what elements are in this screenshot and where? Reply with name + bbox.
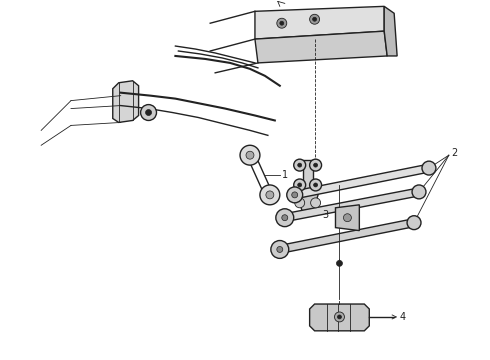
Text: 4: 4: [399, 312, 405, 322]
Circle shape: [146, 109, 151, 116]
Polygon shape: [310, 304, 369, 331]
Circle shape: [294, 198, 305, 208]
Polygon shape: [113, 81, 139, 122]
Circle shape: [246, 151, 254, 159]
Circle shape: [294, 179, 306, 191]
Circle shape: [422, 161, 436, 175]
Circle shape: [277, 247, 283, 252]
Text: 2: 2: [451, 148, 457, 158]
Circle shape: [260, 185, 280, 205]
Circle shape: [141, 105, 156, 121]
Circle shape: [314, 163, 318, 167]
Circle shape: [343, 214, 351, 222]
Polygon shape: [284, 188, 420, 222]
Circle shape: [313, 17, 317, 21]
Circle shape: [310, 179, 321, 191]
Circle shape: [277, 18, 287, 28]
Circle shape: [314, 183, 318, 187]
Circle shape: [292, 192, 298, 198]
Circle shape: [287, 187, 303, 203]
Polygon shape: [336, 205, 359, 231]
Polygon shape: [255, 31, 387, 63]
Circle shape: [407, 216, 421, 230]
Circle shape: [280, 21, 284, 25]
Circle shape: [298, 163, 302, 167]
Circle shape: [294, 159, 306, 171]
Circle shape: [266, 191, 274, 199]
Circle shape: [311, 198, 320, 208]
Circle shape: [310, 159, 321, 171]
Polygon shape: [303, 160, 313, 200]
Circle shape: [271, 240, 289, 258]
Text: 1: 1: [282, 170, 288, 180]
Polygon shape: [384, 6, 397, 56]
Circle shape: [282, 215, 288, 221]
Circle shape: [335, 312, 344, 322]
Circle shape: [276, 209, 294, 227]
Circle shape: [412, 185, 426, 199]
Circle shape: [240, 145, 260, 165]
Polygon shape: [255, 6, 384, 39]
Circle shape: [310, 14, 319, 24]
Polygon shape: [295, 190, 319, 213]
Text: 3: 3: [322, 210, 329, 220]
Circle shape: [338, 315, 342, 319]
Polygon shape: [279, 219, 415, 253]
Polygon shape: [294, 164, 430, 199]
Circle shape: [337, 260, 343, 266]
Circle shape: [298, 183, 302, 187]
